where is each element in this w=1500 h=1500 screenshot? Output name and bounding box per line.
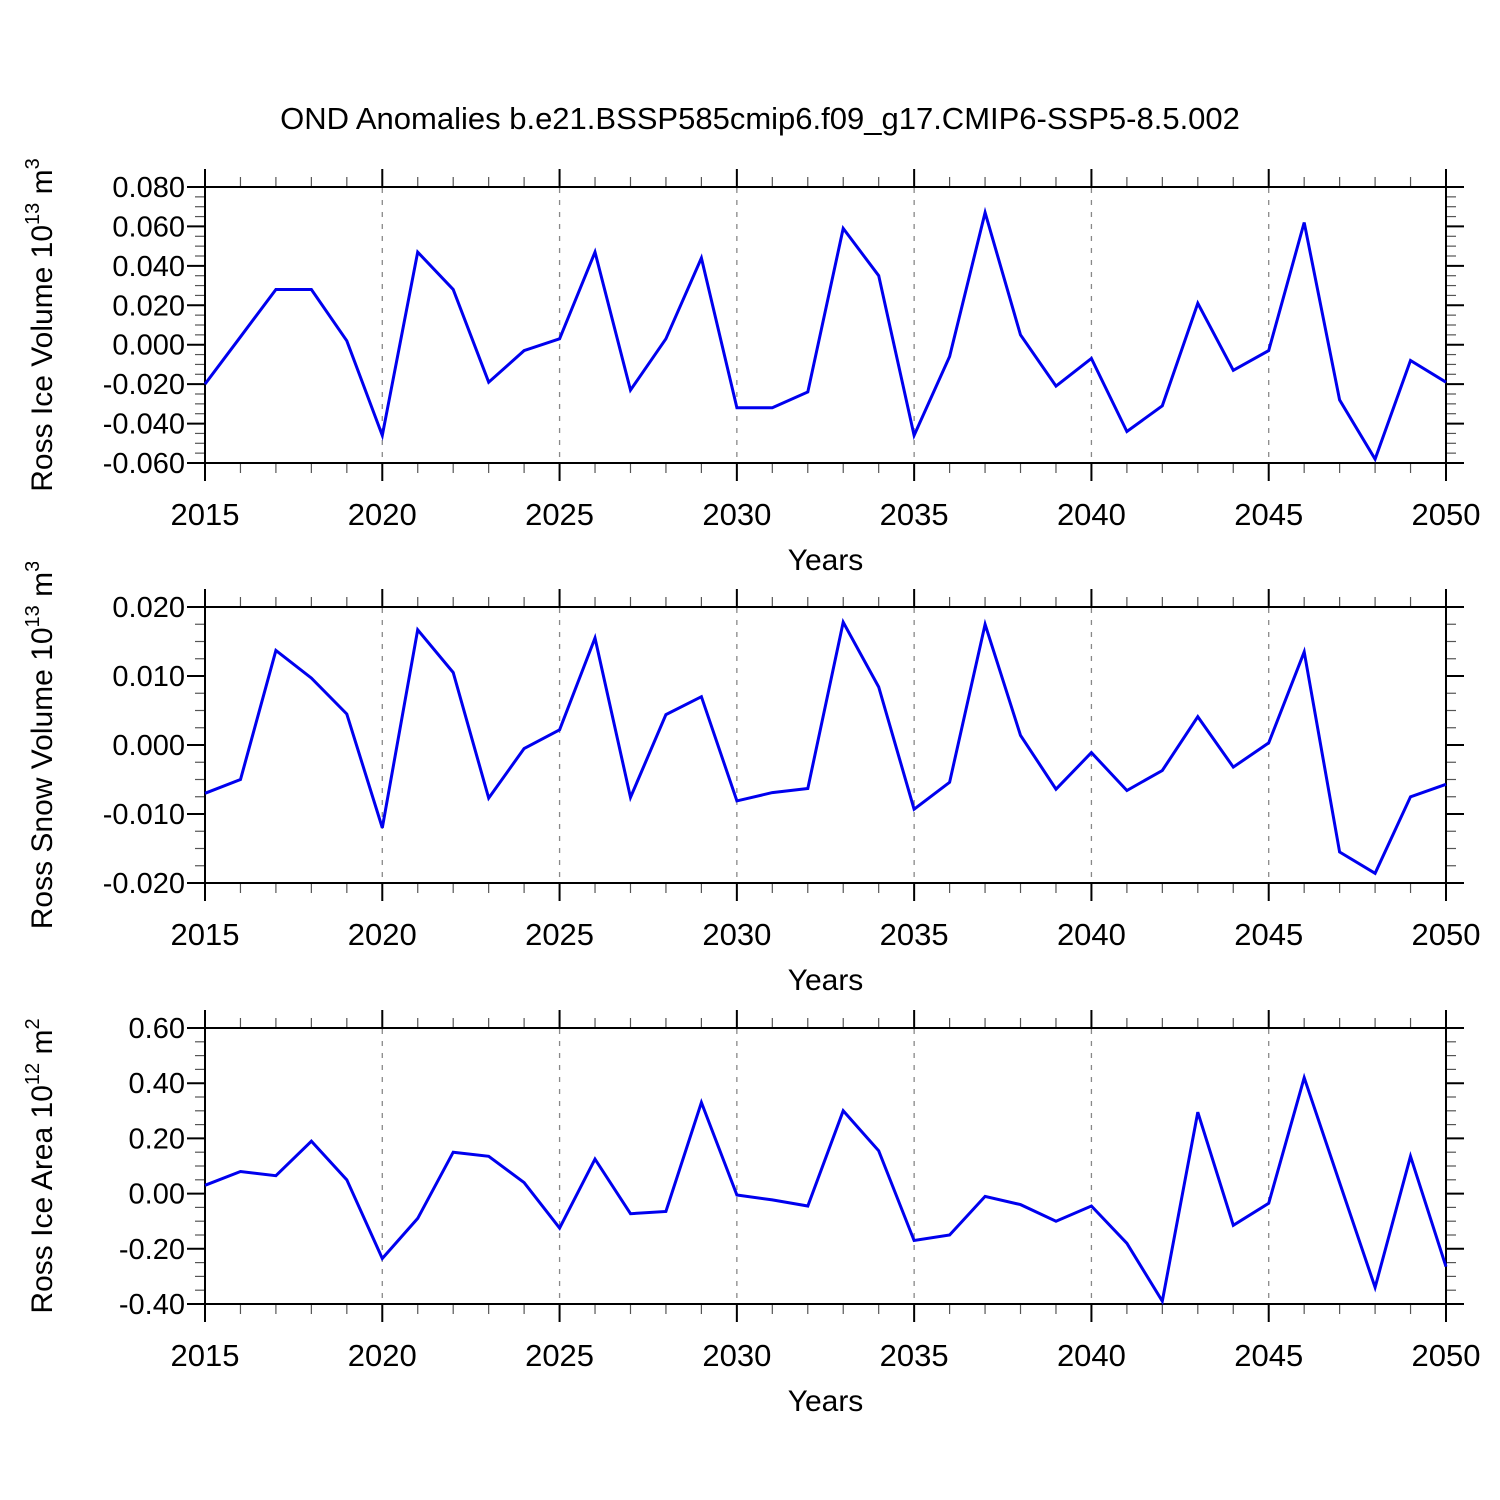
y-tick-label: 0.000 (112, 330, 185, 362)
x-tick-label: 2020 (348, 1338, 417, 1373)
x-axis-title: Years (788, 964, 864, 997)
x-tick-label: 2025 (525, 917, 594, 952)
x-tick-label: 2040 (1057, 1338, 1126, 1373)
x-tick-label: 2020 (348, 917, 417, 952)
x-tick-label: 2040 (1057, 917, 1126, 952)
panel-ross-ice-area: 0.60 0.40 0.20 0.00 -0.20 -0.40 2015 2020 2025 20… (22, 1010, 1481, 1418)
plot-border (204, 186, 1447, 464)
panel-ross-snow-volume: 0.020 0.010 0.000 -0.010 -0.020 2015 2020 2025 2… (22, 562, 1481, 997)
x-tick-label: 2015 (171, 1338, 240, 1373)
y-axis-title: Ross Ice Area 1012 m2 (22, 1018, 59, 1313)
plot-border (204, 606, 1447, 884)
y-tick-label: 0.060 (112, 211, 185, 243)
y-tick-label: -0.040 (103, 409, 185, 441)
x-tick-label: 2050 (1412, 497, 1481, 532)
x-tick-label: 2040 (1057, 497, 1126, 532)
chart-title: OND Anomalies b.e21.BSSP585cmip6.f09_g17… (280, 101, 1240, 136)
data-line (204, 1072, 1448, 1306)
x-tick-label: 2030 (702, 1338, 771, 1373)
y-tick-label: 0.080 (112, 172, 185, 204)
x-tick-label: 2050 (1412, 1338, 1481, 1373)
x-tick-label: 2035 (880, 917, 949, 952)
x-tick-label: 2030 (702, 917, 771, 952)
y-tick-label: 0.010 (112, 661, 185, 693)
x-tick-label: 2020 (348, 497, 417, 532)
panel-ross-ice-volume: 0.080 0.060 0.040 0.020 0.000 -0.020 -0.040 -0.… (22, 158, 1481, 577)
y-tick-label: -0.20 (119, 1234, 185, 1266)
data-line (204, 617, 1447, 876)
x-tick-label: 2015 (171, 497, 240, 532)
y-tick-label: 0.040 (112, 251, 185, 283)
y-tick-label: -0.020 (103, 369, 185, 401)
plot-border (204, 1027, 1447, 1305)
data-line (203, 206, 1447, 463)
y-tick-label: 0.000 (112, 730, 185, 762)
y-tick-label: 0.020 (112, 592, 185, 624)
y-axis-title: Ross Snow Volume 1013 m3 (22, 562, 59, 929)
x-tick-label: 2050 (1412, 917, 1481, 952)
x-tick-label: 2045 (1234, 917, 1303, 952)
y-tick-label: 0.00 (129, 1179, 185, 1211)
x-tick-label: 2025 (525, 1338, 594, 1373)
x-tick-label: 2030 (702, 497, 771, 532)
y-tick-label: 0.60 (129, 1013, 185, 1045)
y-tick-label: 0.020 (112, 290, 185, 322)
y-tick-label: -0.010 (103, 799, 185, 831)
y-tick-label: -0.40 (119, 1289, 185, 1321)
y-tick-label: -0.060 (103, 448, 185, 480)
y-axis-title: Ross Ice Volume 1013 m3 (22, 158, 59, 492)
x-axis-title: Years (788, 1385, 864, 1418)
x-tick-label: 2045 (1234, 1338, 1303, 1373)
x-tick-label: 2025 (525, 497, 594, 532)
x-tick-label: 2035 (880, 497, 949, 532)
y-tick-label: -0.020 (103, 868, 185, 900)
x-tick-label: 2035 (880, 1338, 949, 1373)
x-tick-label: 2015 (171, 917, 240, 952)
y-tick-label: 0.20 (129, 1123, 185, 1155)
x-axis-title: Years (788, 544, 864, 577)
y-tick-label: 0.40 (129, 1068, 185, 1100)
x-tick-label: 2045 (1234, 497, 1303, 532)
